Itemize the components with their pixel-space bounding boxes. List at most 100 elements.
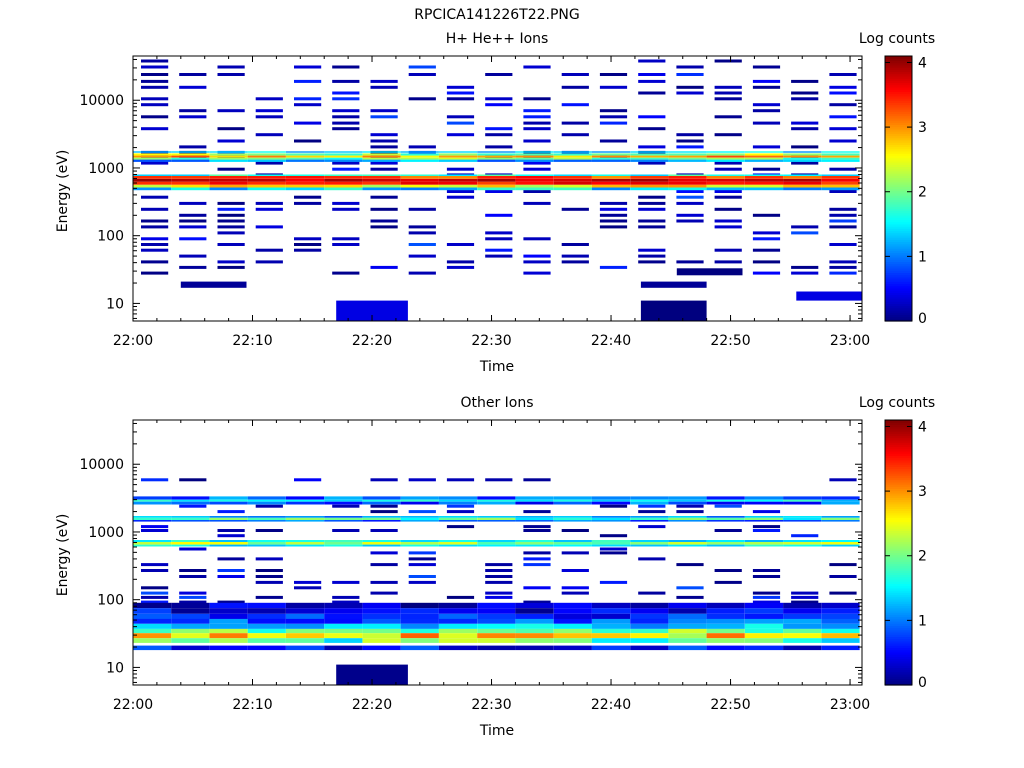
colorbar-segment bbox=[885, 104, 912, 108]
spectrogram-cell bbox=[255, 161, 283, 165]
spectrogram-cell bbox=[133, 540, 172, 542]
spectrogram-cell bbox=[209, 501, 248, 505]
spectrogram-cell bbox=[591, 520, 631, 522]
spectrogram-cell bbox=[171, 602, 210, 609]
spectrogram-cell bbox=[446, 97, 475, 101]
colorbar-segment bbox=[885, 645, 912, 649]
spectrogram-cell bbox=[515, 151, 554, 153]
spectrogram-cell bbox=[553, 540, 592, 542]
spectrogram-cell bbox=[638, 115, 666, 119]
spectrogram-cell bbox=[829, 575, 857, 578]
colorbar-segment bbox=[885, 124, 912, 128]
colorbar-segment bbox=[885, 475, 912, 479]
spectrogram-cell bbox=[438, 153, 478, 156]
colorbar-segment bbox=[885, 177, 912, 181]
spectrogram-cell bbox=[485, 237, 513, 241]
spectrogram-cell bbox=[332, 127, 360, 131]
spectrogram-cell bbox=[638, 225, 666, 229]
spectrogram-cell bbox=[630, 623, 669, 629]
colorbar-frame bbox=[884, 55, 913, 322]
spectrogram-cell bbox=[324, 638, 363, 643]
spectrogram-cell bbox=[821, 496, 860, 500]
spectrogram-cell bbox=[324, 520, 363, 522]
colorbar-label: Log counts bbox=[859, 395, 935, 411]
spectrogram-cell bbox=[370, 207, 398, 211]
spectrogram-cell bbox=[515, 517, 554, 521]
spectrogram-cell bbox=[408, 557, 436, 561]
spectrogram-cell bbox=[477, 187, 516, 191]
spectrogram-cell bbox=[133, 181, 172, 185]
spectrogram-cell bbox=[515, 516, 554, 518]
spectrogram-cell bbox=[485, 231, 513, 235]
spectrogram-cell bbox=[515, 628, 554, 634]
spectrogram-cell bbox=[783, 638, 822, 643]
spectrogram-cell bbox=[752, 529, 781, 532]
spectrogram-cell bbox=[171, 174, 210, 176]
colorbar-segment bbox=[885, 86, 912, 90]
spectrogram-cell bbox=[714, 580, 742, 584]
spectrogram-cell bbox=[324, 157, 363, 160]
spectrogram-cell bbox=[630, 613, 669, 619]
spectrogram-cell bbox=[446, 243, 475, 246]
spectrogram-cell bbox=[630, 176, 669, 179]
spectrogram-cell bbox=[638, 195, 666, 199]
spectrogram-cell bbox=[209, 638, 248, 643]
colorbar-segment bbox=[885, 175, 912, 179]
spectrogram-cell bbox=[286, 517, 325, 521]
spectrogram-cell bbox=[706, 174, 745, 176]
spectrogram-cell bbox=[133, 178, 172, 182]
spectrogram-cell bbox=[133, 153, 172, 156]
spectrogram-cell bbox=[255, 248, 283, 252]
spectrogram-cell bbox=[630, 645, 669, 651]
spectrogram-cell bbox=[362, 618, 401, 624]
spectrogram-cell bbox=[821, 645, 860, 651]
spectrogram-cell bbox=[638, 161, 666, 165]
colorbar-segment bbox=[885, 95, 912, 99]
x-axis-label: Time bbox=[479, 723, 514, 739]
spectrogram-cell bbox=[561, 207, 589, 211]
spectrogram-cell bbox=[171, 184, 210, 188]
colorbar-segment bbox=[885, 539, 912, 543]
spectrogram-cell bbox=[179, 600, 207, 604]
spectrogram-cell bbox=[515, 157, 554, 160]
colorbar-segment bbox=[885, 217, 912, 221]
spectrogram-cell bbox=[668, 178, 707, 182]
spectrogram-cell bbox=[209, 174, 248, 176]
colorbar-segment bbox=[885, 259, 912, 262]
colorbar-segment bbox=[885, 596, 912, 600]
spectrogram-cell bbox=[515, 544, 554, 547]
colorbar-segment bbox=[885, 501, 912, 505]
spectrogram-cell bbox=[179, 237, 207, 241]
spectrogram-cell bbox=[209, 645, 248, 651]
colorbar-segment bbox=[885, 426, 912, 430]
spectrogram-cell bbox=[561, 569, 589, 572]
x-tick-label: 22:50 bbox=[710, 333, 750, 349]
spectrogram-cell bbox=[179, 73, 207, 76]
spectrogram-cell bbox=[247, 159, 286, 162]
spectrogram-cell bbox=[515, 184, 554, 188]
colorbar-tick-label: 1 bbox=[918, 249, 927, 265]
colorbar-segment bbox=[885, 142, 912, 145]
spectrogram-cell bbox=[438, 633, 478, 639]
colorbar-segment bbox=[885, 517, 912, 520]
colorbar-segment bbox=[885, 473, 912, 476]
spectrogram-cell bbox=[829, 478, 857, 482]
spectrogram-cell bbox=[408, 243, 436, 246]
spectrogram-cell bbox=[171, 501, 210, 505]
colorbar-segment bbox=[885, 618, 912, 622]
colorbar-segment bbox=[885, 620, 912, 624]
spectrogram-cell bbox=[133, 176, 172, 179]
spectrogram-cell bbox=[523, 167, 551, 171]
spectrogram-cell bbox=[209, 540, 248, 542]
spectrogram-cell bbox=[515, 159, 554, 162]
spectrogram-cell bbox=[141, 248, 169, 252]
spectrogram-cell bbox=[783, 184, 822, 188]
spectrogram-cell bbox=[706, 602, 745, 609]
colorbar-tick-label: 0 bbox=[918, 311, 927, 327]
colorbar-segment bbox=[885, 468, 912, 472]
spectrogram-cell bbox=[141, 243, 169, 246]
colorbar-segment bbox=[885, 221, 912, 225]
spectrogram-cell bbox=[362, 184, 401, 188]
colorbar-segment bbox=[885, 192, 912, 196]
spectrogram-cell bbox=[141, 59, 169, 63]
